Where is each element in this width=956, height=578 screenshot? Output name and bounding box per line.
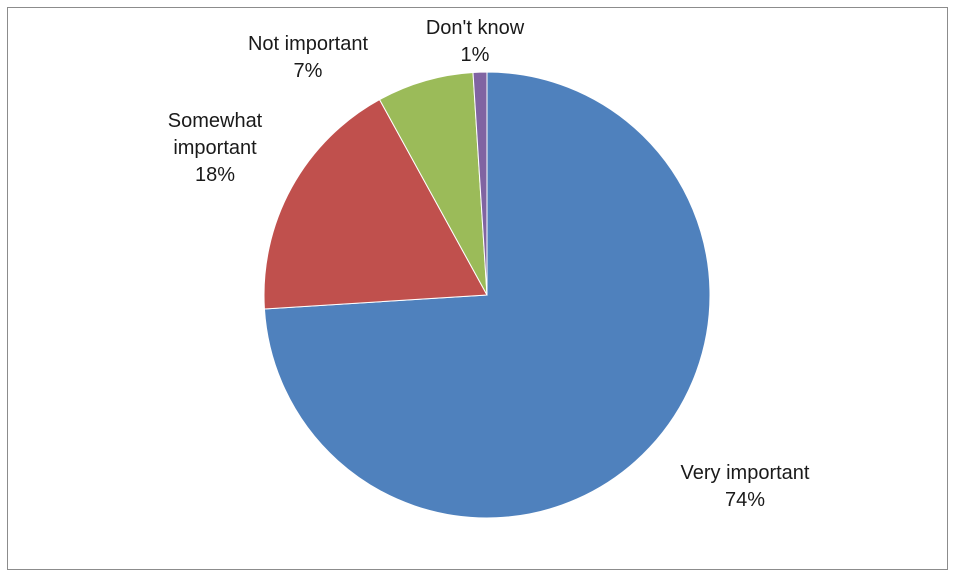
slice-somewhat-important <box>263 98 488 310</box>
slice-dont-know <box>472 71 488 296</box>
data-label-not-important: Not important 7% <box>247 33 369 82</box>
data-label-very-important: Very important 74% <box>680 462 810 511</box>
data-label-dont-know: Don't know 1% <box>425 17 525 66</box>
data-label-somewhat-important: Somewhat important 18% <box>167 110 263 186</box>
